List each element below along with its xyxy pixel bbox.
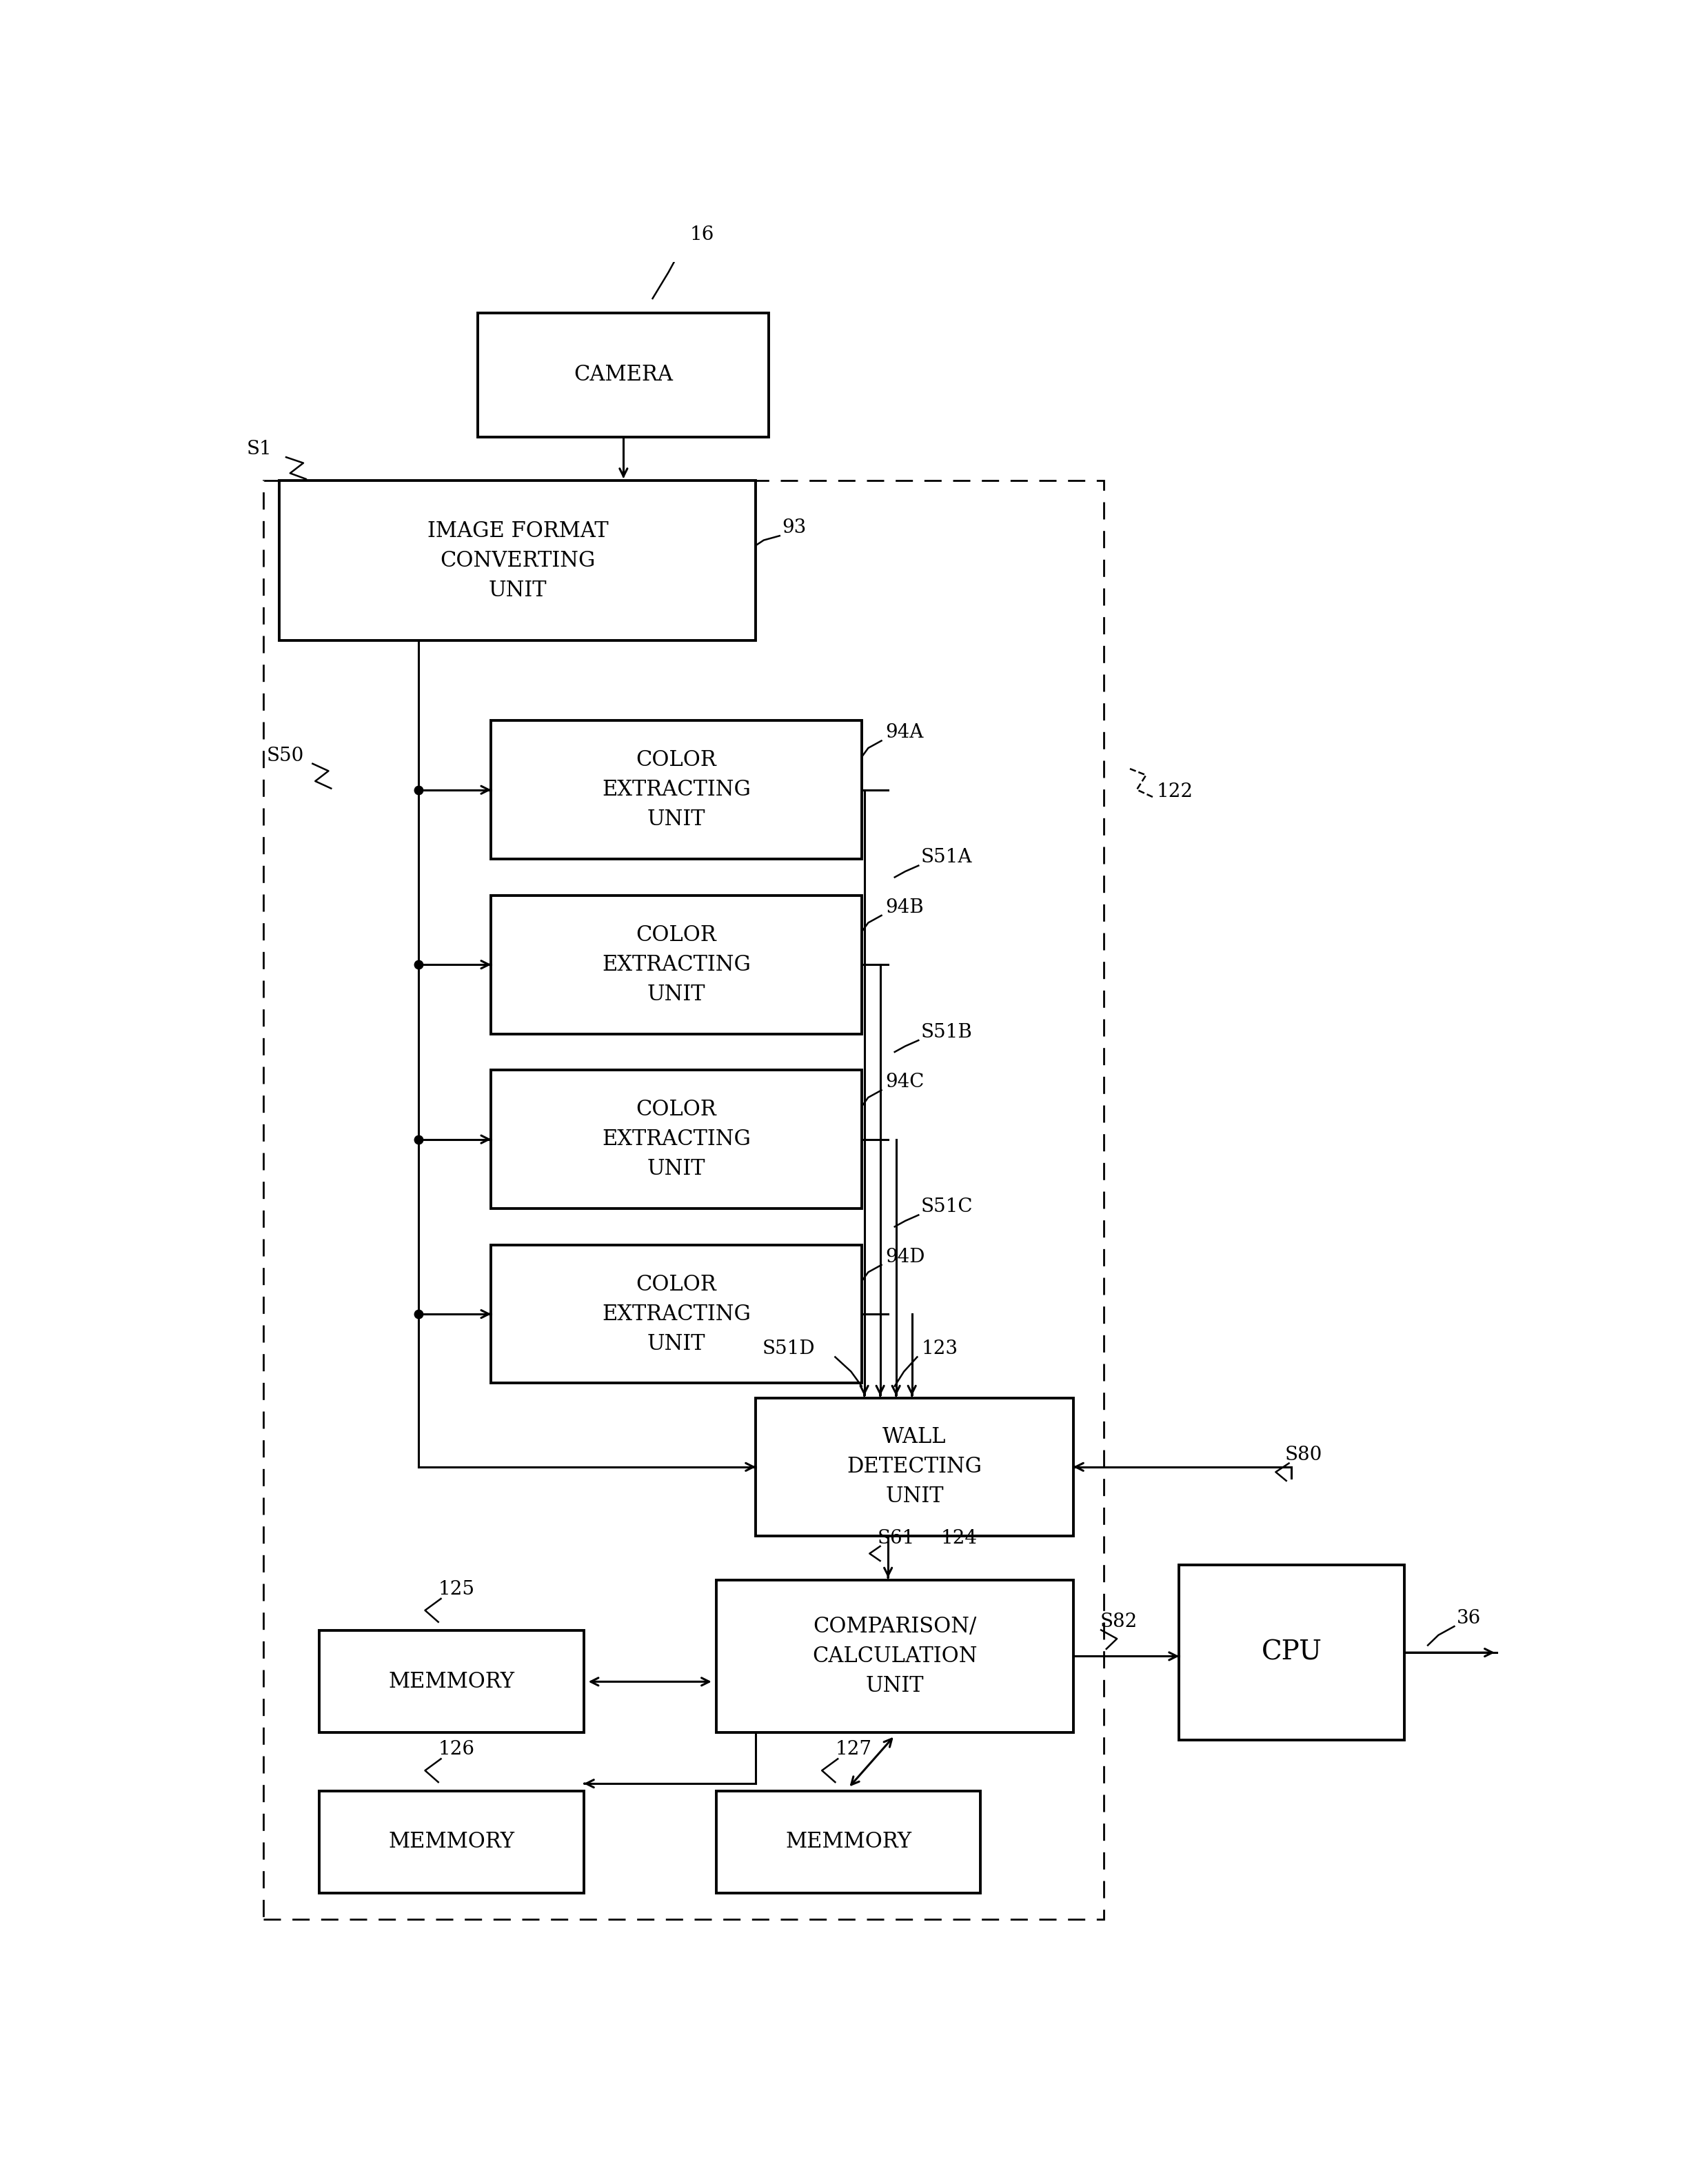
Text: CAMERA: CAMERA <box>574 365 673 387</box>
Bar <box>492 895 862 1033</box>
Text: S51B: S51B <box>922 1022 973 1042</box>
Text: MEMMORY: MEMMORY <box>785 1830 912 1852</box>
Text: COLOR
EXTRACTING
UNIT: COLOR EXTRACTING UNIT <box>603 749 751 830</box>
Text: 36: 36 <box>1458 1610 1482 1627</box>
Bar <box>319 1631 584 1732</box>
Bar <box>492 1245 862 1382</box>
Text: S1: S1 <box>246 439 271 459</box>
Text: S51C: S51C <box>922 1197 973 1216</box>
Bar <box>280 480 756 640</box>
Bar <box>478 312 770 437</box>
Text: S50: S50 <box>266 747 304 764</box>
Text: WALL
DETECTING
UNIT: WALL DETECTING UNIT <box>847 1426 982 1507</box>
Text: 94B: 94B <box>886 898 923 917</box>
Text: 94D: 94D <box>886 1247 925 1267</box>
Text: IMAGE FORMAT
CONVERTING
UNIT: IMAGE FORMAT CONVERTING UNIT <box>427 520 608 601</box>
Bar <box>717 1579 1074 1732</box>
Text: 126: 126 <box>439 1741 475 1758</box>
Text: MEMMORY: MEMMORY <box>389 1671 514 1693</box>
Text: S51A: S51A <box>922 847 973 867</box>
Text: COLOR
EXTRACTING
UNIT: COLOR EXTRACTING UNIT <box>603 1099 751 1179</box>
Bar <box>1180 1566 1405 1741</box>
Bar <box>263 480 1104 1920</box>
Text: 94C: 94C <box>886 1072 923 1092</box>
Text: 127: 127 <box>835 1741 872 1758</box>
Bar <box>492 1070 862 1208</box>
Text: 16: 16 <box>690 225 714 245</box>
Text: MEMMORY: MEMMORY <box>389 1830 514 1852</box>
Text: 94A: 94A <box>886 723 923 743</box>
Text: CPU: CPU <box>1261 1640 1321 1666</box>
Text: COLOR
EXTRACTING
UNIT: COLOR EXTRACTING UNIT <box>603 924 751 1005</box>
Bar <box>756 1398 1074 1535</box>
Text: 123: 123 <box>922 1339 958 1358</box>
Bar <box>492 721 862 858</box>
Text: COLOR
EXTRACTING
UNIT: COLOR EXTRACTING UNIT <box>603 1273 751 1354</box>
Bar <box>717 1791 982 1894</box>
Bar <box>319 1791 584 1894</box>
Text: COMPARISON/
CALCULATION
UNIT: COMPARISON/ CALCULATION UNIT <box>813 1616 976 1697</box>
Text: 93: 93 <box>782 518 806 537</box>
Text: S51D: S51D <box>763 1339 816 1358</box>
Text: S61: S61 <box>877 1529 915 1548</box>
Text: S80: S80 <box>1285 1446 1323 1465</box>
Text: 125: 125 <box>439 1579 475 1599</box>
Text: 122: 122 <box>1157 782 1193 802</box>
Text: S82: S82 <box>1099 1612 1137 1631</box>
Text: 124: 124 <box>941 1529 978 1548</box>
